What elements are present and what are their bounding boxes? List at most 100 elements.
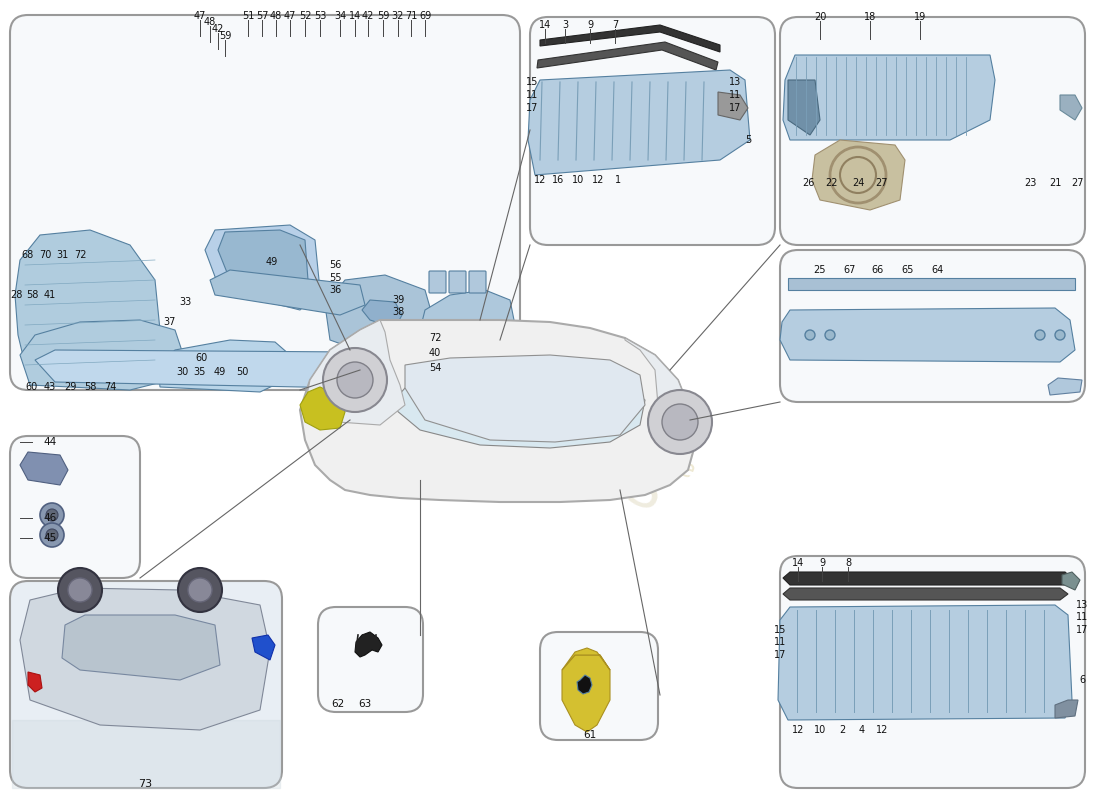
Circle shape — [40, 503, 64, 527]
Text: 20: 20 — [814, 12, 826, 22]
Polygon shape — [305, 320, 405, 425]
Text: 15: 15 — [526, 77, 538, 87]
Text: 58: 58 — [84, 382, 96, 392]
Polygon shape — [60, 242, 72, 260]
Text: 11: 11 — [1076, 612, 1088, 622]
Polygon shape — [1060, 95, 1082, 120]
Polygon shape — [205, 225, 320, 310]
Text: 22: 22 — [826, 178, 838, 188]
Polygon shape — [210, 270, 365, 315]
Text: 57: 57 — [255, 11, 268, 21]
Text: 44: 44 — [43, 437, 56, 447]
Polygon shape — [783, 572, 1072, 585]
Text: 17: 17 — [526, 103, 538, 113]
FancyBboxPatch shape — [780, 556, 1085, 788]
Circle shape — [188, 578, 212, 602]
Circle shape — [323, 348, 387, 412]
Polygon shape — [362, 300, 402, 328]
Text: 12: 12 — [876, 725, 888, 735]
Circle shape — [178, 568, 222, 612]
FancyBboxPatch shape — [10, 15, 520, 390]
Text: 13: 13 — [729, 77, 741, 87]
Text: 65: 65 — [902, 265, 914, 275]
Text: 72: 72 — [429, 333, 441, 343]
Text: 56: 56 — [329, 260, 341, 270]
FancyBboxPatch shape — [540, 632, 658, 740]
Text: 11: 11 — [774, 637, 786, 647]
Text: 49: 49 — [213, 367, 227, 377]
Text: 40: 40 — [429, 348, 441, 358]
Polygon shape — [1062, 572, 1080, 590]
Polygon shape — [15, 230, 159, 385]
Text: 36: 36 — [329, 285, 341, 295]
Polygon shape — [778, 605, 1072, 720]
Text: 14: 14 — [792, 558, 804, 568]
FancyBboxPatch shape — [449, 271, 466, 293]
Polygon shape — [578, 675, 592, 694]
Text: 8: 8 — [845, 558, 851, 568]
Text: 38: 38 — [392, 307, 404, 317]
Text: a passion for parts since: a passion for parts since — [402, 356, 698, 484]
Text: 53: 53 — [314, 11, 327, 21]
Text: 68: 68 — [22, 250, 34, 260]
Circle shape — [825, 330, 835, 340]
Circle shape — [46, 529, 58, 541]
Polygon shape — [300, 320, 695, 502]
Text: 31: 31 — [56, 250, 68, 260]
Text: 71: 71 — [405, 11, 417, 21]
Text: 17: 17 — [729, 103, 741, 113]
Text: 33: 33 — [179, 297, 191, 307]
Text: 55: 55 — [329, 273, 341, 283]
Polygon shape — [812, 140, 905, 210]
Text: 10: 10 — [814, 725, 826, 735]
Text: 21: 21 — [1048, 178, 1062, 188]
Polygon shape — [1048, 378, 1082, 395]
Text: 25: 25 — [814, 265, 826, 275]
Text: 14: 14 — [539, 20, 551, 30]
Text: 5: 5 — [745, 135, 751, 145]
Polygon shape — [625, 338, 690, 450]
Polygon shape — [20, 588, 270, 730]
Circle shape — [1035, 330, 1045, 340]
Text: DIEP ORTS: DIEP ORTS — [390, 378, 670, 522]
Text: 73: 73 — [138, 779, 152, 789]
FancyBboxPatch shape — [10, 436, 140, 578]
Polygon shape — [788, 80, 820, 135]
Text: 24: 24 — [851, 178, 865, 188]
Text: 37: 37 — [164, 317, 176, 327]
Text: 42: 42 — [212, 24, 224, 34]
Polygon shape — [300, 387, 345, 430]
Text: 17: 17 — [773, 650, 786, 660]
Text: 12: 12 — [534, 175, 547, 185]
Polygon shape — [355, 632, 382, 657]
Text: 52: 52 — [299, 11, 311, 21]
Text: 16: 16 — [552, 175, 564, 185]
FancyBboxPatch shape — [469, 271, 486, 293]
Polygon shape — [35, 350, 385, 388]
Polygon shape — [780, 308, 1075, 362]
Text: 11: 11 — [526, 90, 538, 100]
FancyBboxPatch shape — [10, 581, 282, 788]
Text: 66: 66 — [872, 265, 884, 275]
Polygon shape — [783, 588, 1068, 600]
Text: 64: 64 — [932, 265, 944, 275]
Polygon shape — [390, 380, 645, 448]
FancyBboxPatch shape — [780, 250, 1085, 402]
Polygon shape — [528, 70, 750, 175]
Text: 28: 28 — [10, 290, 22, 300]
Text: 27: 27 — [1071, 178, 1085, 188]
Text: 43: 43 — [44, 382, 56, 392]
Circle shape — [337, 362, 373, 398]
Text: 67: 67 — [844, 265, 856, 275]
Polygon shape — [562, 655, 611, 732]
Text: 54: 54 — [429, 363, 441, 373]
Text: 70: 70 — [39, 250, 52, 260]
Polygon shape — [252, 635, 275, 660]
Polygon shape — [1055, 700, 1078, 718]
Text: 48: 48 — [270, 11, 282, 21]
Text: 51: 51 — [242, 11, 254, 21]
FancyBboxPatch shape — [530, 17, 775, 245]
Text: 4: 4 — [859, 725, 865, 735]
Circle shape — [805, 330, 815, 340]
Polygon shape — [420, 290, 515, 360]
